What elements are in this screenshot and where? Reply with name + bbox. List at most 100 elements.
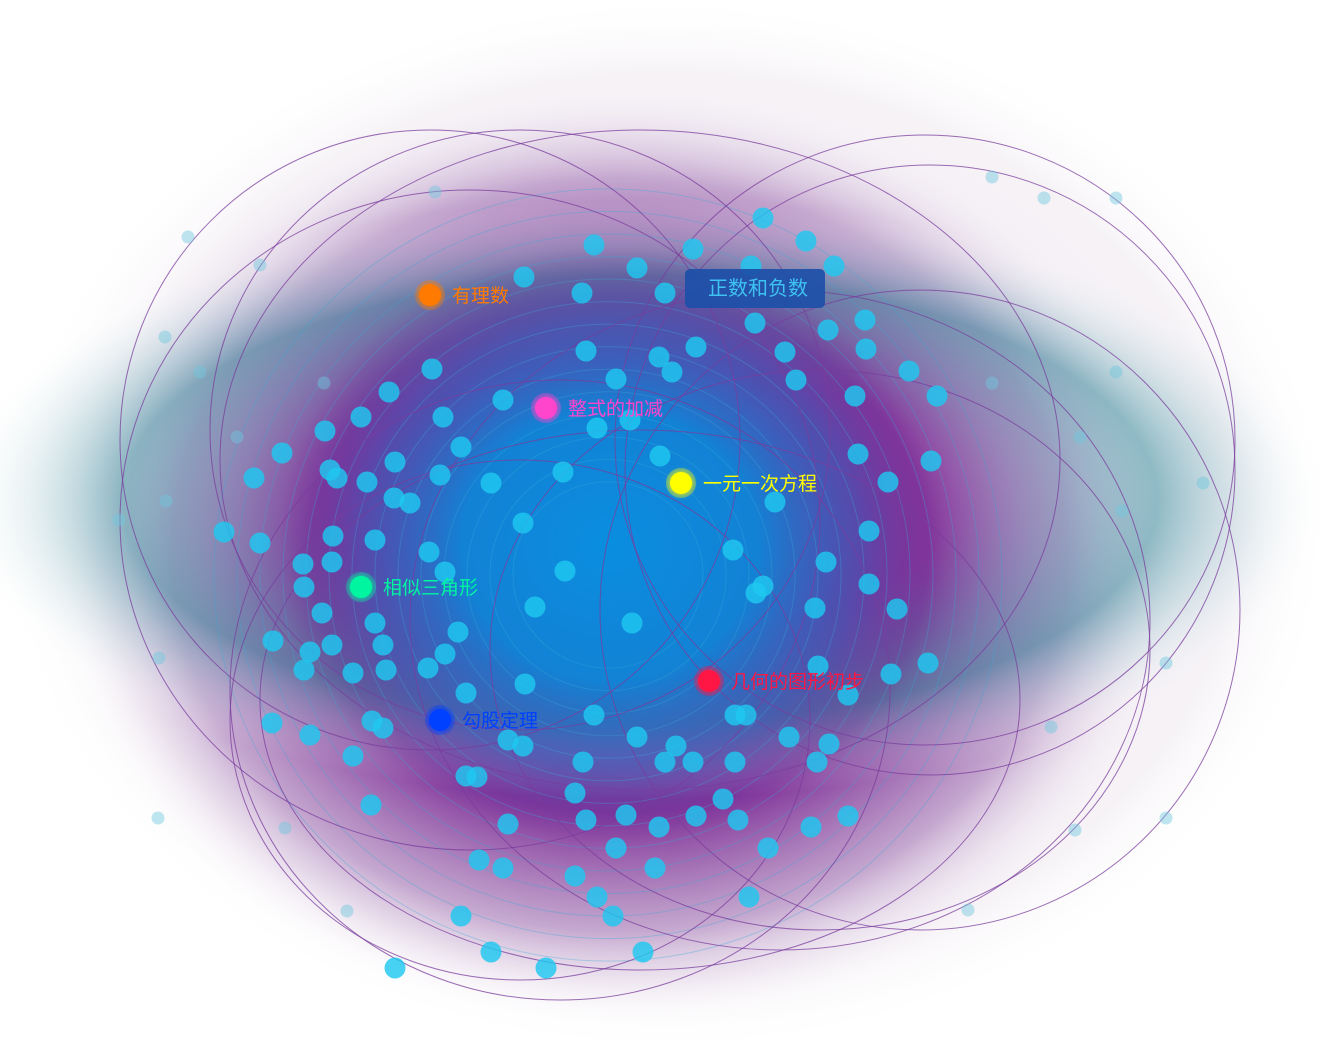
knowledge-point[interactable] xyxy=(450,436,472,458)
knowledge-point[interactable] xyxy=(364,612,386,634)
knowledge-point[interactable] xyxy=(665,735,687,757)
knowledge-point[interactable] xyxy=(837,805,859,827)
knowledge-point[interactable] xyxy=(712,788,734,810)
concept-node-dot[interactable] xyxy=(350,576,372,598)
knowledge-point[interactable] xyxy=(321,551,343,573)
knowledge-point[interactable] xyxy=(654,751,676,773)
knowledge-point[interactable] xyxy=(855,338,877,360)
knowledge-point-faint[interactable] xyxy=(253,258,267,272)
knowledge-point[interactable] xyxy=(806,751,828,773)
knowledge-point[interactable] xyxy=(818,733,840,755)
knowledge-point[interactable] xyxy=(605,368,627,390)
knowledge-point[interactable] xyxy=(342,745,364,767)
knowledge-point[interactable] xyxy=(356,471,378,493)
knowledge-point[interactable] xyxy=(292,553,314,575)
knowledge-point[interactable] xyxy=(497,813,519,835)
knowledge-point-faint[interactable] xyxy=(1109,365,1123,379)
knowledge-point[interactable] xyxy=(372,717,394,739)
knowledge-point[interactable] xyxy=(249,532,271,554)
knowledge-point-faint[interactable] xyxy=(985,376,999,390)
knowledge-point-faint[interactable] xyxy=(230,430,244,444)
knowledge-point[interactable] xyxy=(727,809,749,831)
knowledge-point[interactable] xyxy=(621,612,643,634)
knowledge-point[interactable] xyxy=(854,309,876,331)
concept-node-dot[interactable] xyxy=(698,670,720,692)
knowledge-point[interactable] xyxy=(564,865,586,887)
knowledge-point[interactable] xyxy=(735,704,757,726)
concept-node-pythagorean[interactable]: 勾股定理 xyxy=(425,705,538,735)
knowledge-point[interactable] xyxy=(847,443,869,465)
knowledge-point[interactable] xyxy=(685,336,707,358)
knowledge-point-faint[interactable] xyxy=(340,904,354,918)
knowledge-point-faint[interactable] xyxy=(159,494,173,508)
knowledge-point[interactable] xyxy=(524,596,546,618)
knowledge-point[interactable] xyxy=(626,726,648,748)
knowledge-point-faint[interactable] xyxy=(193,365,207,379)
knowledge-point[interactable] xyxy=(434,561,456,583)
knowledge-point-faint[interactable] xyxy=(1115,504,1129,518)
knowledge-point[interactable] xyxy=(466,766,488,788)
knowledge-point[interactable] xyxy=(492,389,514,411)
knowledge-point[interactable] xyxy=(586,417,608,439)
knowledge-point-faint[interactable] xyxy=(278,821,292,835)
knowledge-point[interactable] xyxy=(583,704,605,726)
knowledge-point[interactable] xyxy=(661,361,683,383)
knowledge-point-faint[interactable] xyxy=(1073,430,1087,444)
knowledge-point[interactable] xyxy=(447,621,469,643)
knowledge-point[interactable] xyxy=(434,643,456,665)
knowledge-point[interactable] xyxy=(615,804,637,826)
knowledge-point[interactable] xyxy=(844,385,866,407)
knowledge-point[interactable] xyxy=(626,257,648,279)
knowledge-point[interactable] xyxy=(535,957,557,979)
knowledge-point[interactable] xyxy=(858,573,880,595)
concept-node-dot[interactable] xyxy=(419,284,441,306)
knowledge-point[interactable] xyxy=(554,560,576,582)
knowledge-point[interactable] xyxy=(764,491,786,513)
knowledge-point[interactable] xyxy=(322,525,344,547)
knowledge-point[interactable] xyxy=(817,319,839,341)
knowledge-point[interactable] xyxy=(213,521,235,543)
knowledge-point[interactable] xyxy=(722,539,744,561)
knowledge-point[interactable] xyxy=(512,512,534,534)
knowledge-point[interactable] xyxy=(432,406,454,428)
knowledge-point[interactable] xyxy=(752,207,774,229)
knowledge-point[interactable] xyxy=(648,346,670,368)
knowledge-point[interactable] xyxy=(886,598,908,620)
knowledge-point[interactable] xyxy=(421,358,443,380)
knowledge-point[interactable] xyxy=(649,445,671,467)
knowledge-point[interactable] xyxy=(724,751,746,773)
knowledge-point[interactable] xyxy=(774,341,796,363)
knowledge-point[interactable] xyxy=(583,234,605,256)
knowledge-point[interactable] xyxy=(877,471,899,493)
knowledge-point[interactable] xyxy=(738,886,760,908)
concept-node-linear-equation[interactable]: 一元一次方程 xyxy=(666,468,817,498)
knowledge-point-faint[interactable] xyxy=(112,513,126,527)
knowledge-point[interactable] xyxy=(807,655,829,677)
knowledge-point[interactable] xyxy=(514,673,536,695)
concept-node-dot[interactable] xyxy=(429,709,451,731)
knowledge-point[interactable] xyxy=(261,712,283,734)
knowledge-point[interactable] xyxy=(271,442,293,464)
knowledge-point[interactable] xyxy=(342,662,364,684)
knowledge-point[interactable] xyxy=(299,641,321,663)
knowledge-point[interactable] xyxy=(552,461,574,483)
knowledge-point[interactable] xyxy=(644,857,666,879)
concept-node-dot[interactable] xyxy=(670,472,692,494)
knowledge-point[interactable] xyxy=(399,492,421,514)
knowledge-point[interactable] xyxy=(480,472,502,494)
knowledge-point[interactable] xyxy=(602,905,624,927)
knowledge-point[interactable] xyxy=(823,255,845,277)
knowledge-point[interactable] xyxy=(575,340,597,362)
concept-node-rational[interactable]: 有理数 xyxy=(415,280,509,310)
knowledge-point[interactable] xyxy=(384,451,406,473)
knowledge-point[interactable] xyxy=(648,816,670,838)
knowledge-point-faint[interactable] xyxy=(1196,476,1210,490)
knowledge-point[interactable] xyxy=(417,657,439,679)
knowledge-point[interactable] xyxy=(804,597,826,619)
knowledge-point-faint[interactable] xyxy=(428,185,442,199)
knowledge-point[interactable] xyxy=(682,751,704,773)
knowledge-point[interactable] xyxy=(605,837,627,859)
knowledge-point-faint[interactable] xyxy=(961,903,975,917)
knowledge-point[interactable] xyxy=(299,724,321,746)
knowledge-point[interactable] xyxy=(815,551,837,573)
